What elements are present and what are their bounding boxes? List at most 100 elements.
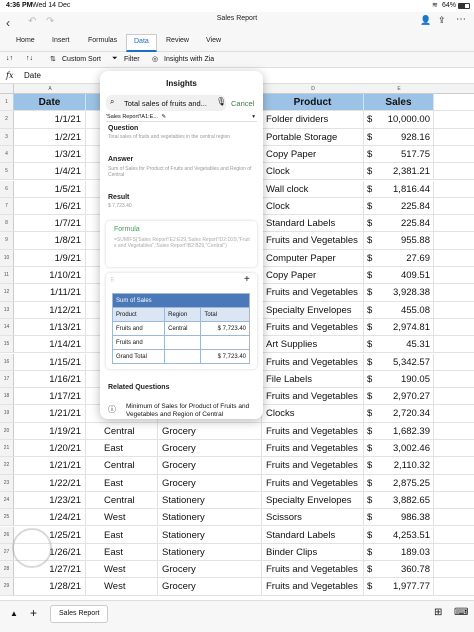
insights-search-input[interactable]: Total sales of fruits and... [124, 99, 207, 108]
sales-cell[interactable]: $409.51 [364, 267, 434, 284]
sales-cell[interactable]: $5,342.57 [364, 353, 434, 370]
product-cell[interactable]: Clock [262, 163, 364, 180]
header-product[interactable]: Product [262, 94, 364, 111]
region-cell[interactable]: East [86, 526, 158, 543]
product-cell[interactable]: Fruits and Vegetables [262, 578, 364, 595]
product-cell[interactable]: Fruits and Vegetables [262, 474, 364, 491]
region-cell[interactable]: Central [86, 457, 158, 474]
date-cell[interactable]: 1/10/21 [14, 267, 86, 284]
product-cell[interactable]: Specialty Envelopes [262, 301, 364, 318]
date-cell[interactable]: 1/8/21 [14, 232, 86, 249]
region-cell[interactable]: East [86, 543, 158, 561]
row-number[interactable]: 8 [0, 215, 14, 232]
column-header-d[interactable]: D [311, 86, 315, 92]
column-header-e[interactable]: E [397, 86, 401, 92]
sales-cell[interactable]: $3,882.65 [364, 491, 434, 509]
date-cell[interactable]: 1/24/21 [14, 509, 86, 526]
date-cell[interactable]: 1/11/21 [14, 284, 86, 301]
insights-button[interactable]: Insights with Zia [164, 56, 215, 63]
product-cell[interactable]: Fruits and Vegetables [262, 457, 364, 474]
region-cell[interactable]: West [86, 578, 158, 595]
row-number[interactable]: 10 [0, 249, 14, 266]
product-cell[interactable]: Computer Paper [262, 249, 364, 266]
product-cell[interactable]: Scissors [262, 509, 364, 526]
sort-ascending-icon[interactable]: ↓↑ [6, 55, 13, 62]
date-cell[interactable]: 1/4/21 [14, 163, 86, 180]
row-number[interactable]: 24 [0, 491, 14, 509]
region-cell[interactable]: Central [86, 422, 158, 439]
date-cell[interactable]: 1/13/21 [14, 318, 86, 336]
range-selector[interactable]: 'Sales Report'!A1:E... ✎ ▾ [106, 114, 257, 122]
grid-view-icon[interactable]: ⊞ [434, 607, 443, 618]
region-cell[interactable]: East [86, 474, 158, 491]
date-cell[interactable]: 1/27/21 [14, 561, 86, 578]
product-cell[interactable]: Fruits and Vegetables [262, 422, 364, 439]
date-cell[interactable]: 1/15/21 [14, 353, 86, 370]
undo-icon[interactable]: ↶ [28, 16, 37, 27]
category-cell[interactable]: Grocery [158, 440, 262, 457]
product-cell[interactable]: Standard Labels [262, 215, 364, 232]
keyboard-icon[interactable]: ⌨ [454, 607, 469, 618]
category-cell[interactable]: Grocery [158, 561, 262, 578]
date-cell[interactable]: 1/14/21 [14, 336, 86, 353]
product-cell[interactable]: Binder Clips [262, 543, 364, 561]
product-cell[interactable]: Fruits and Vegetables [262, 561, 364, 578]
related-question-item[interactable]: Minimum of Sales for Product of Fruits a… [126, 403, 250, 418]
sales-cell[interactable]: $10,000.00 [364, 111, 434, 128]
sales-cell[interactable]: $2,720.34 [364, 405, 434, 422]
filter-icon[interactable]: ⏷ [112, 55, 118, 62]
sales-cell[interactable]: $45.31 [364, 336, 434, 353]
row-number[interactable]: 12 [0, 284, 14, 301]
sort-descending-icon[interactable]: ↑↓ [26, 55, 33, 62]
pivot-card[interactable]: ⠿ + Sum of Sales Product Region Total Fr… [106, 273, 257, 369]
share-icon[interactable]: ⇪ [438, 15, 446, 25]
row-number[interactable]: 1 [0, 94, 14, 111]
assistive-touch-icon[interactable] [12, 528, 52, 568]
row-number[interactable]: 19 [0, 405, 14, 422]
sales-cell[interactable]: $1,977.77 [364, 578, 434, 595]
category-cell[interactable]: Grocery [158, 422, 262, 439]
date-cell[interactable]: 1/19/21 [14, 422, 86, 439]
sales-cell[interactable]: $1,682.39 [364, 422, 434, 439]
date-cell[interactable]: 1/17/21 [14, 388, 86, 405]
date-cell[interactable]: 1/1/21 [14, 111, 86, 128]
row-number[interactable]: 13 [0, 301, 14, 318]
category-cell[interactable]: Stationery [158, 491, 262, 509]
more-icon[interactable]: ⋯ [456, 14, 466, 25]
product-cell[interactable]: Fruits and Vegetables [262, 318, 364, 336]
header-sales[interactable]: Sales [364, 94, 434, 111]
filter-button[interactable]: Filter [124, 56, 140, 63]
category-cell[interactable]: Grocery [158, 457, 262, 474]
row-number[interactable]: 29 [0, 578, 14, 595]
sales-cell[interactable]: $2,875.25 [364, 474, 434, 491]
row-number[interactable]: 23 [0, 474, 14, 491]
sales-cell[interactable]: $189.03 [364, 543, 434, 561]
sales-cell[interactable]: $928.16 [364, 128, 434, 145]
sales-cell[interactable]: $2,970.27 [364, 388, 434, 405]
date-cell[interactable]: 1/2/21 [14, 128, 86, 145]
chevron-down-icon[interactable]: ▾ [252, 114, 255, 120]
row-number[interactable]: 2 [0, 111, 14, 128]
product-cell[interactable]: File Labels [262, 370, 364, 388]
tab-formulas[interactable]: Formulas [88, 37, 118, 44]
sales-cell[interactable]: $27.69 [364, 249, 434, 266]
sales-cell[interactable]: $517.75 [364, 145, 434, 163]
product-cell[interactable]: Copy Paper [262, 145, 364, 163]
row-number[interactable]: 17 [0, 370, 14, 388]
sheet-menu-icon[interactable]: ▲ [10, 609, 18, 618]
region-cell[interactable]: East [86, 440, 158, 457]
collaborators-icon[interactable]: 👤 [420, 15, 432, 25]
edit-icon[interactable]: ✎ [161, 114, 167, 120]
row-number[interactable]: 16 [0, 353, 14, 370]
product-cell[interactable]: Fruits and Vegetables [262, 284, 364, 301]
date-cell[interactable]: 1/16/21 [14, 370, 86, 388]
product-cell[interactable]: Specialty Envelopes [262, 491, 364, 509]
row-number[interactable]: 28 [0, 561, 14, 578]
row-number[interactable]: 21 [0, 440, 14, 457]
product-cell[interactable]: Wall clock [262, 180, 364, 197]
formula-card[interactable]: Formula =SUMIFS('Sales Report'!E2:E29,'S… [106, 221, 257, 267]
date-cell[interactable]: 1/25/21 [14, 526, 86, 543]
back-icon[interactable]: ‹ [6, 16, 10, 30]
date-cell[interactable]: 1/12/21 [14, 301, 86, 318]
category-cell[interactable]: Stationery [158, 543, 262, 561]
